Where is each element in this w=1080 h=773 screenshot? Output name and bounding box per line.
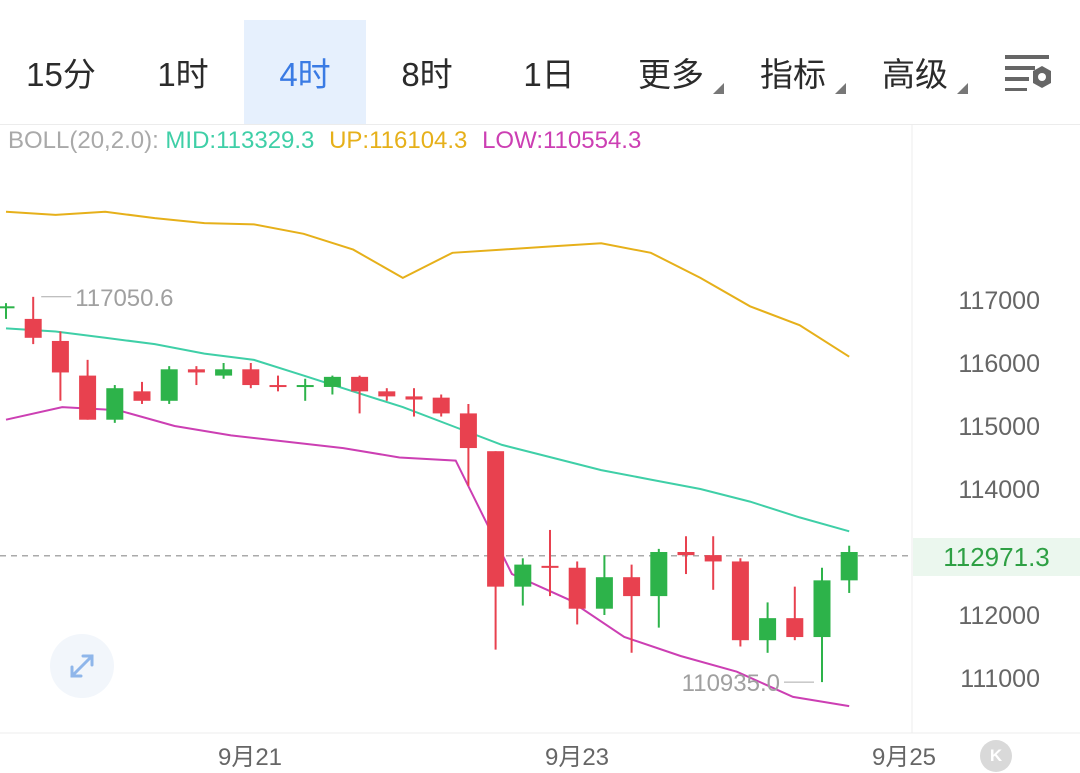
tab-label: 4时 [279, 56, 331, 93]
tab-3[interactable]: 8时 [366, 20, 488, 124]
candle-body [269, 385, 287, 388]
candle-body [759, 618, 777, 641]
y-tick-label: 115000 [958, 413, 1040, 441]
y-tick-label: 112000 [958, 602, 1040, 630]
candle-body [378, 391, 396, 397]
max-price-label: 117050.6 [75, 285, 173, 312]
tab-1[interactable]: 1时 [122, 20, 244, 124]
tab-label: 更多 [638, 56, 704, 93]
tab-2[interactable]: 4时 [244, 20, 366, 124]
candle-body [187, 369, 205, 373]
tab-6[interactable]: 指标 [732, 20, 854, 124]
tab-5[interactable]: 更多 [610, 20, 732, 124]
candle-body [0, 306, 15, 309]
dropdown-corner-icon [957, 83, 968, 94]
boll-mid-line [5, 327, 850, 533]
x-tick-label: 9月21 [218, 744, 282, 771]
y-tick-label: 116000 [958, 350, 1040, 378]
x-tick-label: 9月25 [872, 744, 936, 771]
boll-up-line [5, 210, 850, 358]
candle-body [296, 385, 314, 388]
min-price-label: 110935.0 [682, 670, 780, 697]
current-price-tag: 112971.3 [913, 538, 1080, 576]
candle-body [704, 555, 722, 562]
k-line-icon: K [989, 746, 1003, 765]
y-tick-label: 114000 [958, 476, 1040, 504]
candle-body [323, 376, 341, 387]
dropdown-corner-icon [713, 83, 724, 94]
candle-body [514, 564, 532, 587]
candle-body [215, 369, 233, 376]
x-tick-label: 9月23 [545, 744, 609, 771]
candle-body [51, 340, 69, 373]
candle-body [79, 375, 97, 420]
candle-body [786, 618, 804, 638]
tab-label: 15分 [26, 56, 96, 93]
candle-body [840, 552, 858, 581]
candle-body [242, 369, 260, 386]
tab-label: 1时 [157, 56, 209, 93]
candle-body [432, 397, 450, 414]
candle-body [106, 388, 124, 420]
tab-7[interactable]: 高级 [854, 20, 976, 124]
tab-label: 8时 [401, 56, 453, 93]
boll-low-line [5, 406, 850, 708]
y-tick-label: 117000 [958, 287, 1040, 315]
tab-label: 高级 [882, 56, 948, 93]
tab-label: 指标 [760, 56, 826, 93]
k-line-button[interactable]: K [980, 740, 1012, 772]
candle-body [459, 413, 477, 449]
candle-body [731, 561, 749, 641]
y-tick-label: 111000 [960, 665, 1040, 693]
timeframe-tabbar: 15分 1时 4时 8时 1日 更多 指标 高级 [0, 0, 1080, 124]
tab-label: 1日 [523, 56, 575, 93]
tab-4[interactable]: 1日 [488, 20, 610, 124]
expand-icon[interactable] [50, 634, 114, 698]
candle-body [487, 451, 505, 587]
candle-body [541, 565, 559, 568]
boll-label: BOLL(20,2.0): [8, 127, 159, 154]
candle-body [650, 552, 668, 597]
candle-body [160, 369, 178, 401]
boll-indicator-legend: BOLL(20,2.0): MID:113329.3 UP:116104.3 L… [8, 127, 641, 155]
candle-body [677, 552, 695, 556]
chart-settings-icon[interactable] [1002, 52, 1056, 92]
candle-body [351, 376, 369, 392]
candle-body [623, 577, 641, 597]
candle-body [405, 396, 423, 400]
tab-0[interactable]: 15分 [0, 20, 122, 124]
tabbar-divider [0, 124, 1080, 125]
candle-body [595, 577, 613, 609]
candle-body [24, 318, 42, 338]
boll-low-value: LOW:110554.3 [482, 127, 642, 154]
candle-body [568, 567, 586, 609]
boll-up-value: UP:116104.3 [329, 127, 468, 154]
candle-body [813, 580, 831, 638]
boll-mid-value: MID:113329.3 [165, 127, 315, 154]
candle-body [133, 391, 151, 401]
dropdown-corner-icon [835, 83, 846, 94]
